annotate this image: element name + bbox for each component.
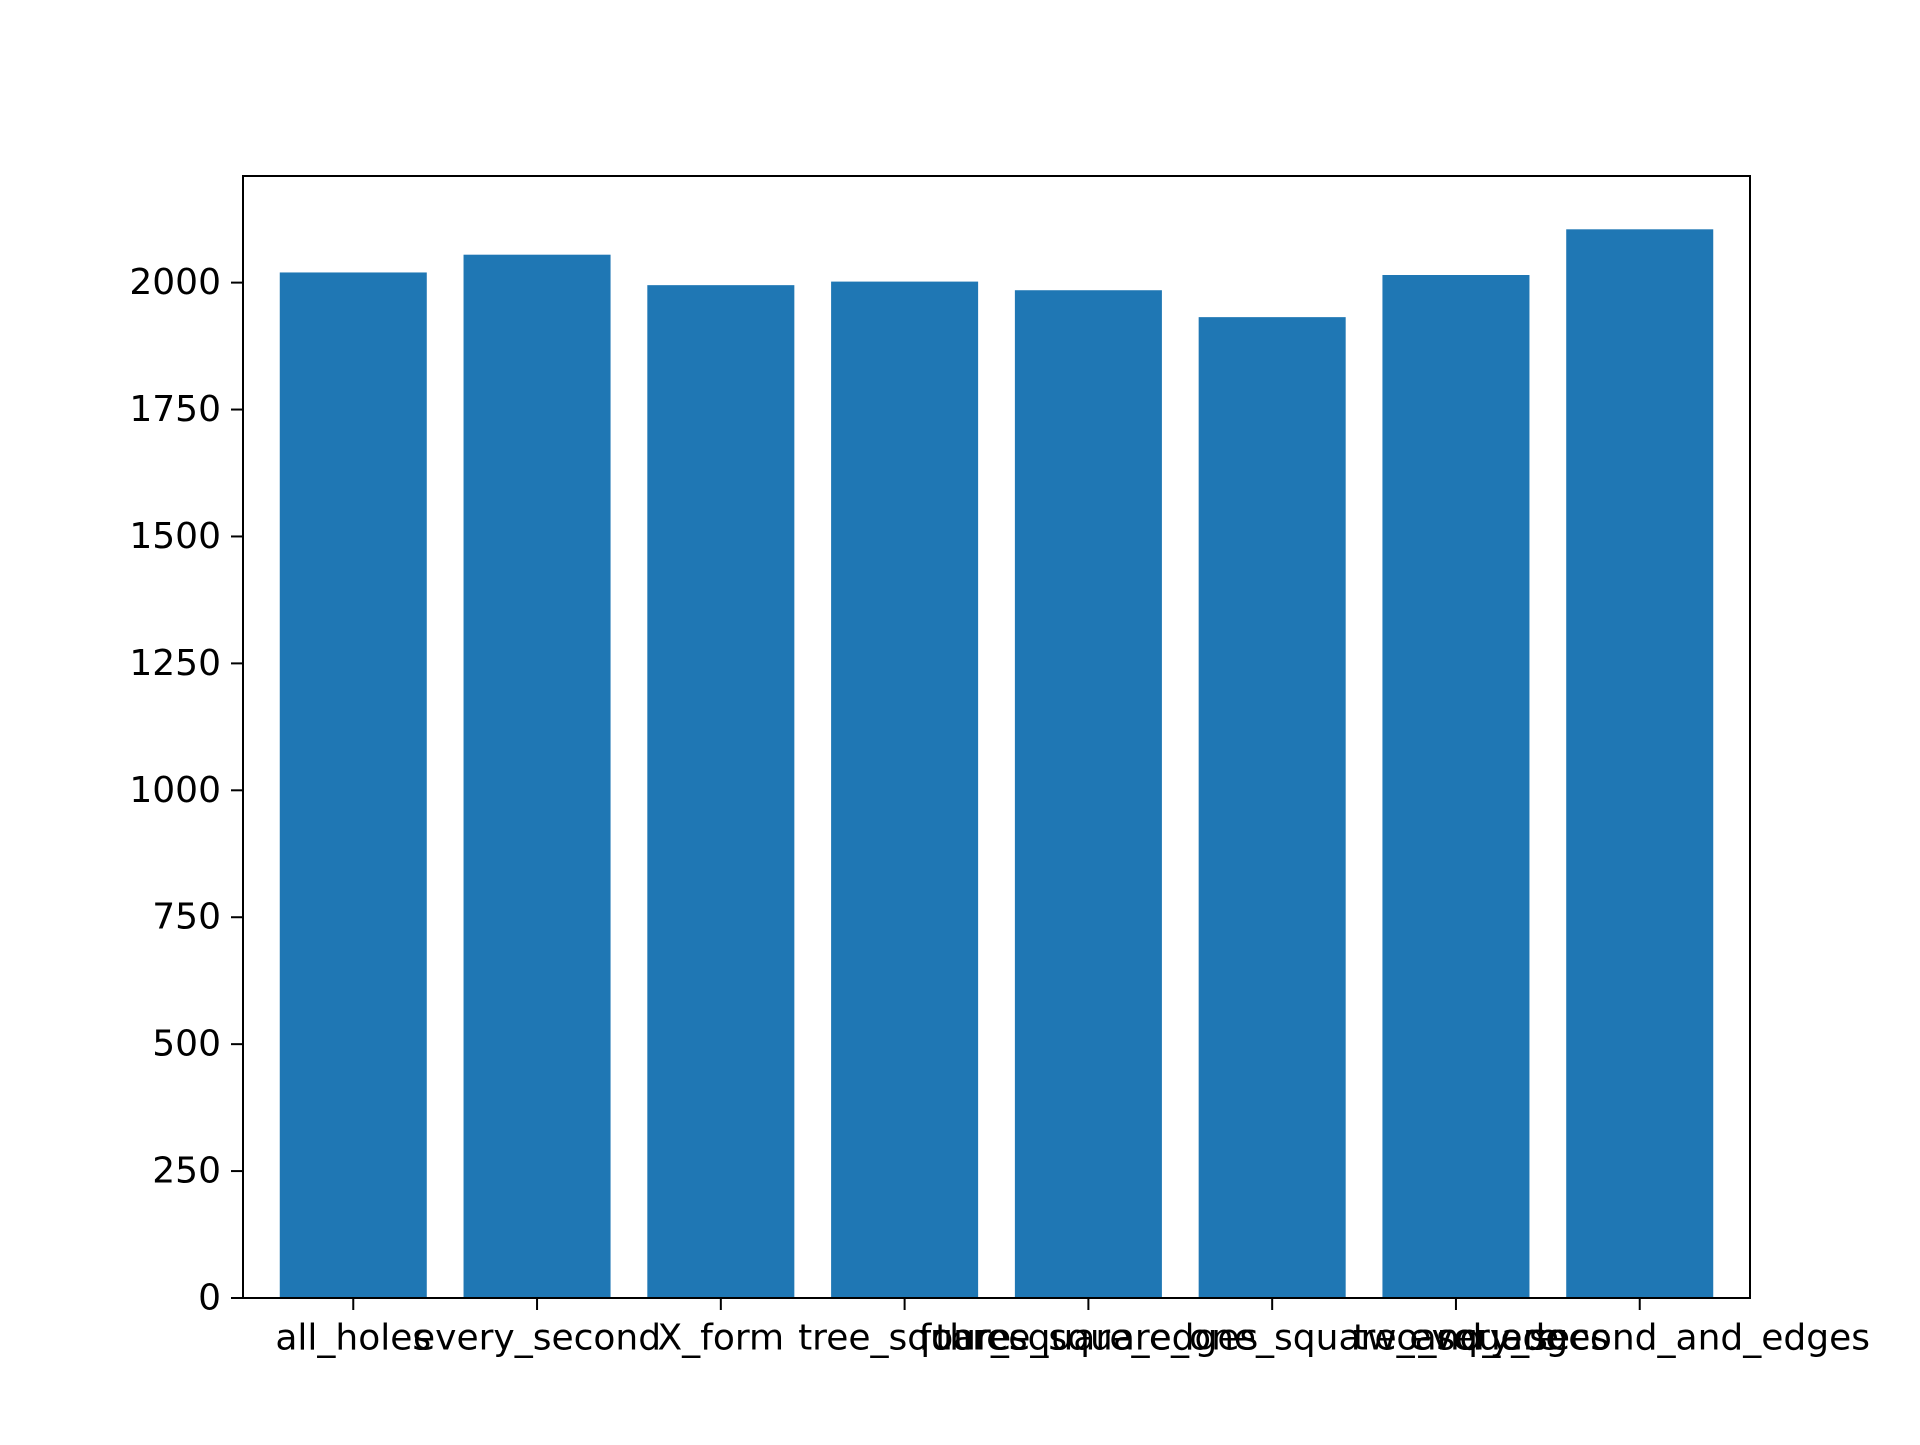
y-tick-label: 2000 [129,262,221,303]
y-tick-label: 1500 [129,516,221,557]
bar-X_form [647,285,795,1299]
x-tick-label: three_square_one_square_and_edges [935,1318,1609,1359]
x-tick-label: tree_square [798,1318,1011,1359]
bar-tree_square [831,281,979,1299]
y-tick-label: 750 [152,897,221,938]
bar-two_square [1382,275,1530,1298]
bar-four_square_edges [1014,290,1162,1298]
y-tick-label: 1750 [129,389,221,430]
x-tick-label: all_holes [275,1318,431,1359]
x-tick-label: two_square [1353,1318,1559,1359]
y-tick-label: 500 [152,1024,221,1065]
plot-frame [242,175,1751,1299]
y-tick-label: 1000 [129,770,221,811]
bar-three_square_one_square_and_edges [1198,317,1346,1299]
y-axis: 0 250 500 750 1000 1250 1500 1750 2000 [129,262,243,1319]
x-tick-label: X_form [658,1318,785,1359]
x-tick-label: every_second [413,1318,661,1359]
x-tick-label: four_square_edges [919,1318,1259,1359]
x-tick-label: every_second_and_edges [1409,1318,1870,1359]
bar-all_holes [279,272,427,1298]
bar-every_second_and_edges [1566,229,1714,1298]
y-tick-label: 1250 [129,643,221,684]
bars-group [279,229,1714,1299]
bar-every_second [463,254,611,1299]
y-tick-label: 0 [198,1278,221,1319]
y-tick-label: 250 [152,1151,221,1192]
